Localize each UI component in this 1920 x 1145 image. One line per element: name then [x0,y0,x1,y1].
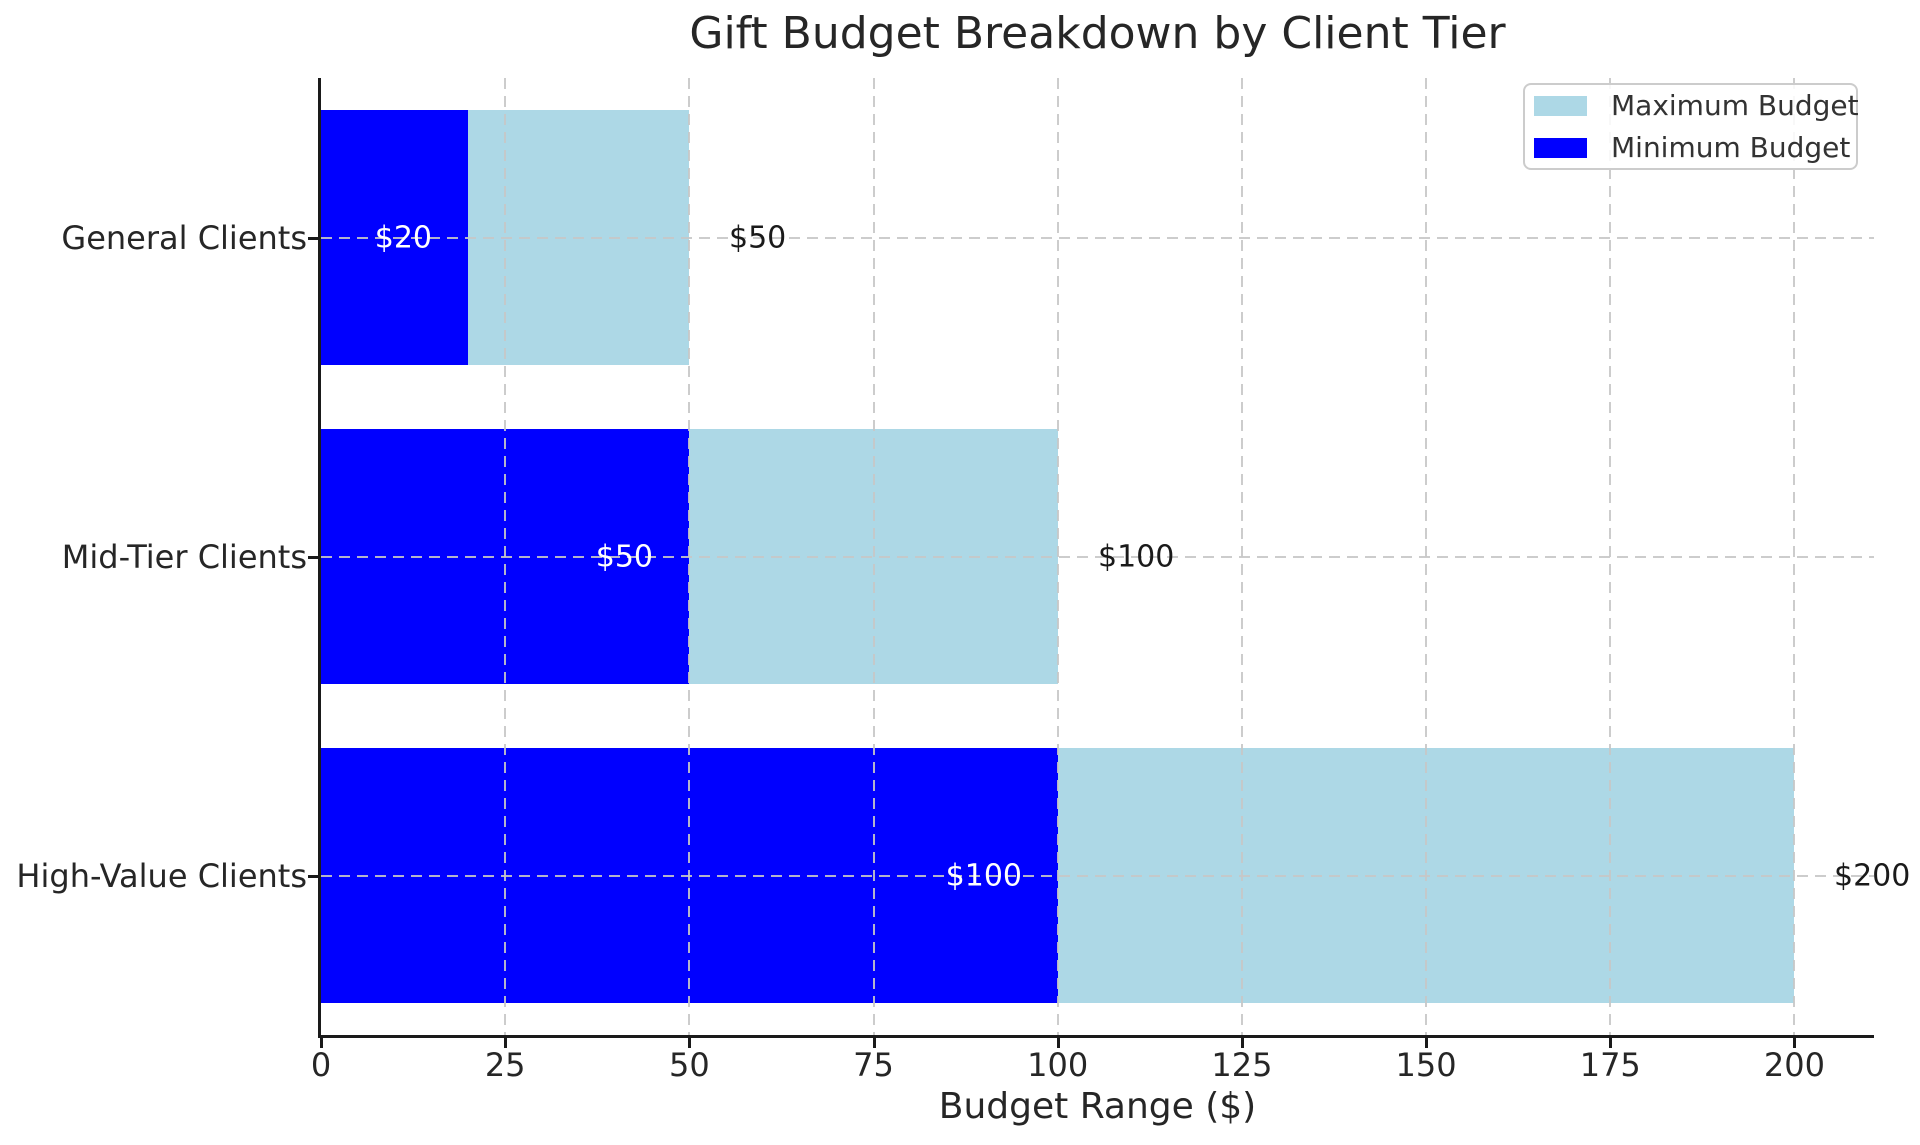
x-axis-tick-label: 50 [668,1046,710,1084]
legend-label-maximum: Maximum Budget [1611,89,1859,122]
legend-row-minimum: Minimum Budget [1534,131,1856,164]
plot-area: $20 $50 $50 $100 $100 $200 [321,78,1910,1035]
grid-line-horizontal [321,237,1874,239]
x-axis-tick-label: 125 [1211,1046,1273,1084]
x-axis-spine [318,1035,1874,1038]
grid-line-horizontal [321,556,1874,558]
x-axis-tick [1609,1038,1613,1048]
x-axis-label: Budget Range ($) [938,1086,1257,1127]
x-axis-tick [320,1038,323,1048]
x-axis-tick [688,1038,692,1048]
legend-swatch-maximum [1534,95,1587,116]
x-axis-tick-label: 0 [310,1046,332,1084]
x-axis-tick-label: 200 [1763,1046,1825,1084]
y-axis-category-label: High-Value Clients [16,857,307,895]
x-axis-tick-label: 100 [1027,1046,1089,1084]
y-axis-tick [308,556,318,559]
legend-swatch-minimum [1534,137,1587,158]
y-axis-category-label: Mid-Tier Clients [61,538,307,576]
minimum-value-label: $50 [595,539,653,575]
maximum-value-label: $200 [1834,858,1911,894]
y-axis-category-label: General Clients [61,219,307,257]
legend-row-maximum: Maximum Budget [1534,89,1859,122]
legend-label-minimum: Minimum Budget [1611,131,1851,164]
x-axis-tick-label: 25 [484,1046,526,1084]
x-axis-tick [1240,1038,1244,1048]
y-axis-tick [308,237,318,240]
y-axis-tick [308,875,318,878]
x-axis-tick-label: 175 [1579,1046,1641,1084]
x-axis-tick [1056,1038,1060,1048]
x-axis-tick [1793,1038,1797,1048]
y-axis-spine [318,78,321,1038]
maximum-value-label: $50 [729,220,787,256]
x-axis-tick [1425,1038,1429,1048]
minimum-value-label: $20 [374,220,432,256]
legend: Maximum Budget Minimum Budget [1523,83,1859,170]
x-axis-tick [504,1038,508,1048]
grid-line-horizontal [321,875,1874,877]
x-axis-tick [872,1038,876,1048]
minimum-value-label: $100 [945,858,1022,894]
chart-title: Gift Budget Breakdown by Client Tier [689,8,1506,59]
x-axis-tick-label: 150 [1395,1046,1457,1084]
maximum-value-label: $100 [1098,539,1175,575]
x-axis-tick-label: 75 [853,1046,894,1084]
